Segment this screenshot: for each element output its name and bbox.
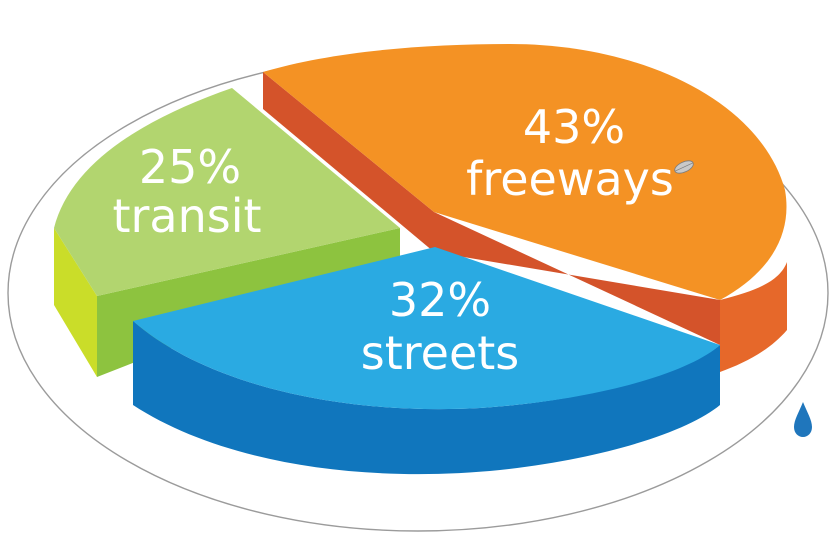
streets-top (133, 247, 720, 410)
transit-top (54, 88, 400, 296)
freeways-inner-wall (263, 72, 434, 252)
leaf-icon (674, 160, 694, 174)
transit-percent-label: 25% (139, 140, 241, 194)
water-drop-icon (794, 402, 812, 437)
slice-streets (133, 247, 720, 475)
freeways-name-label: freeways (466, 152, 674, 206)
transit-name-label: transit (112, 189, 261, 243)
streets-side (133, 321, 720, 475)
freeways-percent-label: 43% (523, 100, 625, 154)
freeways-cut-wall (434, 212, 720, 345)
streets-percent-label: 32% (389, 273, 491, 327)
freeways-top (263, 44, 787, 300)
freeways-side (720, 262, 787, 372)
streets-name-label: streets (361, 326, 520, 380)
slice-freeways (263, 44, 787, 372)
transit-edge-wall (54, 228, 97, 377)
